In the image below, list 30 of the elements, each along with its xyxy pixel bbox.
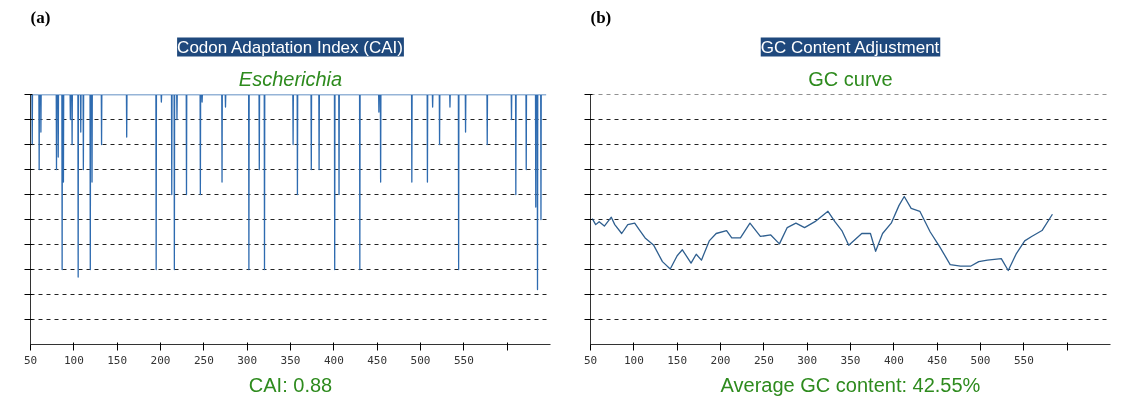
x-tick-label: 350 bbox=[840, 353, 861, 367]
x-tick-label: 150 bbox=[667, 353, 688, 367]
x-tick-label: 200 bbox=[710, 353, 731, 367]
x-tick-label: 350 bbox=[280, 353, 301, 367]
chart-subtitle: GC curve bbox=[808, 67, 893, 90]
x-tick-label: 450 bbox=[367, 353, 388, 367]
x-tick-label: 300 bbox=[237, 353, 258, 367]
x-tick-label: 50 bbox=[583, 353, 598, 367]
chart-title: GC Content Adjustment bbox=[760, 37, 940, 57]
x-tick-label: 100 bbox=[63, 353, 84, 367]
x-tick-label: 150 bbox=[107, 353, 128, 367]
chart-title: Codon Adaptation Index (CAI) bbox=[177, 37, 403, 57]
x-tick-label: 100 bbox=[623, 353, 644, 367]
chart-subtitle: Escherichia bbox=[238, 67, 343, 90]
x-tick-label: 50 bbox=[23, 353, 38, 367]
x-tick-label: 400 bbox=[323, 353, 344, 367]
text: (a) bbox=[30, 7, 51, 27]
x-tick-label: 500 bbox=[970, 353, 991, 367]
x-tick-label: 550 bbox=[453, 353, 474, 367]
x-tick-label: 400 bbox=[883, 353, 904, 367]
x-tick-label: 550 bbox=[1013, 353, 1034, 367]
text: Average GC content: 42.55% bbox=[720, 373, 981, 396]
x-tick-label: 300 bbox=[797, 353, 818, 367]
x-tick-label: 500 bbox=[410, 353, 431, 367]
x-tick-label: 250 bbox=[193, 353, 214, 367]
x-tick-label: 200 bbox=[150, 353, 171, 367]
x-tick-label: 250 bbox=[753, 353, 774, 367]
x-tick-label: 450 bbox=[927, 353, 948, 367]
text: (b) bbox=[590, 7, 612, 27]
text: CAI: 0.88 bbox=[248, 373, 333, 396]
